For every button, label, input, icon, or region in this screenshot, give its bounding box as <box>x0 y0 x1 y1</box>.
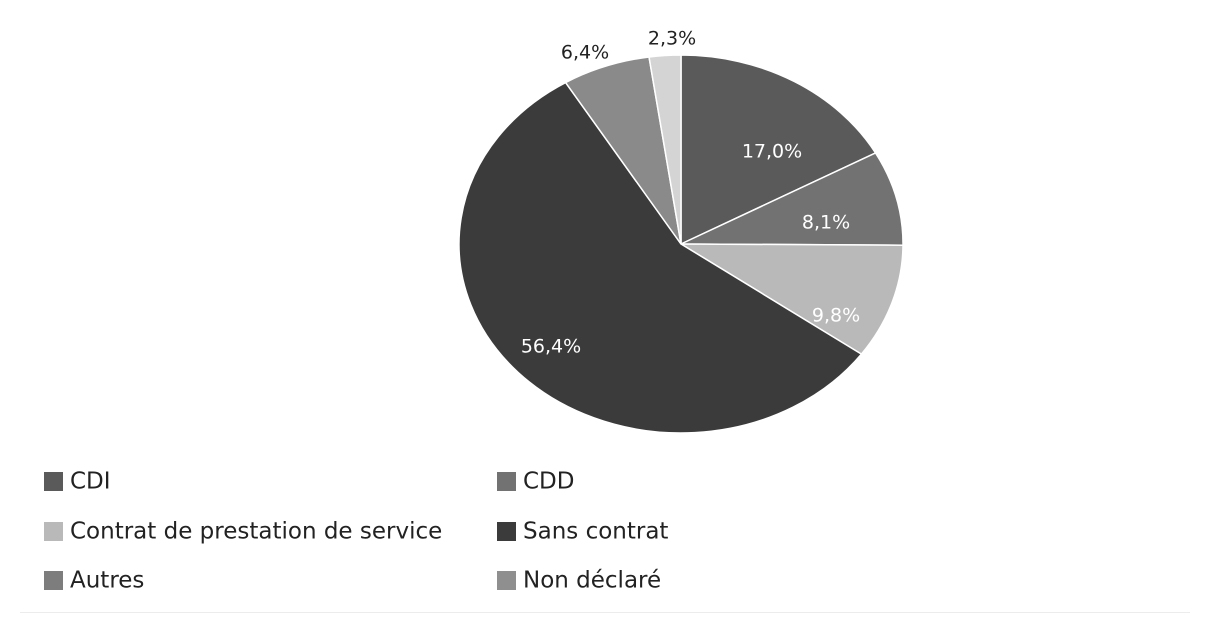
pie-slice-1 <box>680 151 904 246</box>
legend-swatch-0 <box>44 472 63 491</box>
slice-label-2: 9,8% <box>812 305 860 327</box>
legend-swatch-2 <box>44 522 63 541</box>
legend-label-1: CDD <box>523 469 574 495</box>
bottom-divider <box>20 612 1190 613</box>
legend-swatch-1 <box>497 472 516 491</box>
legend-label-0: CDI <box>70 469 111 495</box>
legend-swatch-3 <box>497 522 516 541</box>
legend-label-5: Non déclaré <box>523 568 661 594</box>
pie-slice-2 <box>678 243 904 356</box>
pie-slice-3 <box>458 81 863 434</box>
slice-label-4: 6,4% <box>561 42 609 64</box>
slice-label-0: 17,0% <box>742 141 802 163</box>
slice-label-3: 56,4% <box>521 336 581 358</box>
legend-label-3: Sans contrat <box>523 519 668 545</box>
slice-label-5: 2,3% <box>648 28 696 50</box>
slice-label-1: 8,1% <box>802 212 850 234</box>
legend: CDI CDD Contrat de prestation de service Sa… <box>44 469 668 594</box>
legend-swatch-5 <box>497 571 516 590</box>
pie-slice-5 <box>648 54 682 245</box>
pie-slice-0 <box>680 54 877 246</box>
pie-slices <box>458 54 904 434</box>
legend-label-2: Contrat de prestation de service <box>70 519 442 545</box>
legend-label-4: Autres <box>70 568 144 594</box>
pie-labels: 17,0% 8,1% 9,8% 56,4% 6,4% 2,3% <box>521 28 860 358</box>
legend-swatch-4 <box>44 571 63 590</box>
